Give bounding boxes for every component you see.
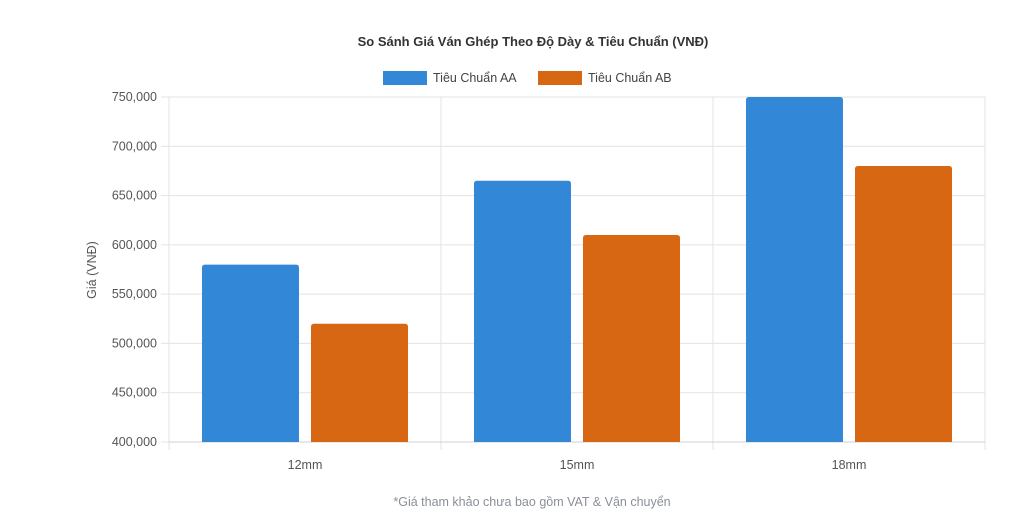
- y-tick-label: 700,000: [112, 139, 157, 153]
- bar-18mm-aa: [746, 97, 843, 442]
- y-axis-ticks: 750,000 700,000 650,000 600,000 550,000 500,0…: [112, 90, 157, 449]
- x-tick-label: 15mm: [560, 458, 595, 472]
- bar-18mm-ab: [855, 166, 952, 442]
- y-tick-label: 450,000: [112, 386, 157, 400]
- legend: Tiêu Chuẩn AA Tiêu Chuẩn AB: [383, 71, 672, 85]
- legend-label-aa: Tiêu Chuẩn AA: [433, 71, 517, 85]
- chart-title: So Sánh Giá Ván Ghép Theo Độ Dày & Tiêu …: [358, 34, 709, 49]
- footnote: *Giá tham khảo chưa bao gồm VAT & Vận ch…: [393, 495, 670, 509]
- y-tick-label: 550,000: [112, 287, 157, 301]
- y-tick-label: 400,000: [112, 435, 157, 449]
- bar-12mm-aa: [202, 264, 299, 442]
- x-tick-label: 18mm: [832, 458, 867, 472]
- legend-swatch-aa: [383, 71, 427, 85]
- legend-swatch-ab: [538, 71, 582, 85]
- bars: [202, 97, 952, 443]
- y-tick-label: 600,000: [112, 238, 157, 252]
- bar-12mm-ab: [311, 323, 408, 442]
- x-tick-label: 12mm: [288, 458, 323, 472]
- bar-15mm-aa: [474, 180, 571, 443]
- y-tick-label: 650,000: [112, 189, 157, 203]
- y-axis-label: Giá (VNĐ): [85, 241, 99, 299]
- y-tick-label: 750,000: [112, 90, 157, 104]
- x-axis-ticks: 12mm 15mm 18mm: [288, 458, 867, 472]
- legend-label-ab: Tiêu Chuẩn AB: [588, 71, 672, 85]
- bar-15mm-ab: [583, 235, 680, 442]
- y-tick-label: 500,000: [112, 336, 157, 350]
